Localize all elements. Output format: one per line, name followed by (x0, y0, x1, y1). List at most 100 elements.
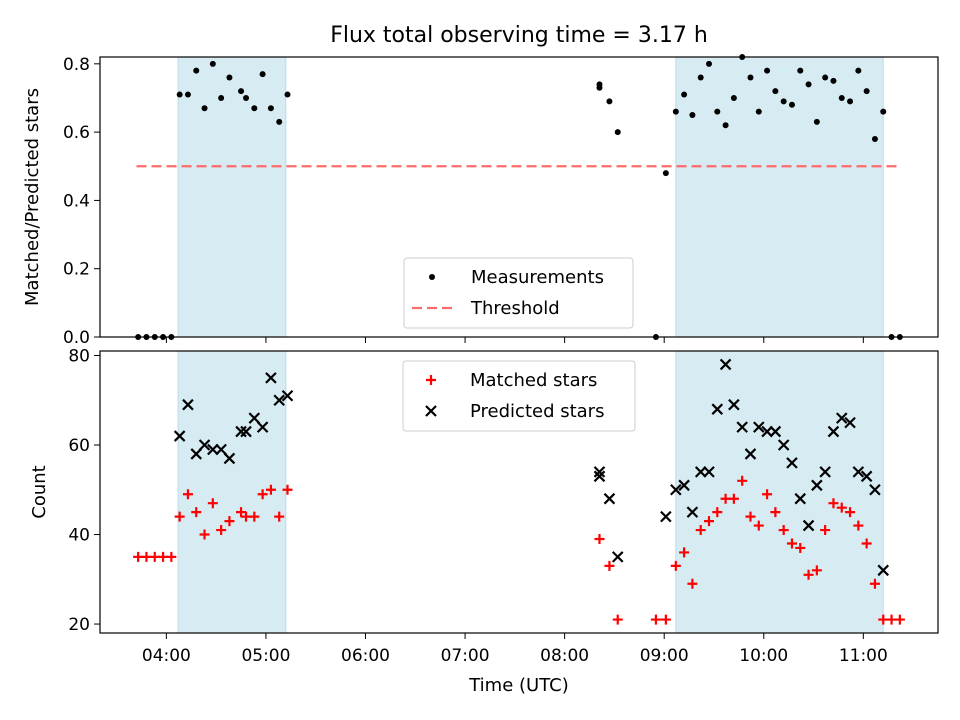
measurement-point (672, 108, 679, 115)
y-tick-label: 0.8 (63, 55, 90, 75)
measurement-point (847, 98, 854, 105)
legend-label: Threshold (470, 298, 560, 319)
matched-stars-point (728, 493, 739, 504)
predicted-stars-point (860, 470, 873, 483)
matched-stars-point (836, 502, 847, 513)
observing-window-span (177, 56, 287, 338)
predicted-stars-point (256, 421, 269, 433)
predicted-stars-point (811, 479, 823, 492)
predicted-stars-point (728, 398, 740, 411)
measurement-point (822, 74, 829, 81)
measurement-point (681, 91, 688, 98)
predicted-stars-point (761, 425, 773, 438)
matched-stars-point (861, 538, 872, 549)
measurement-point (276, 118, 283, 125)
measurement-point (267, 105, 274, 112)
legend: Measurements Threshold (403, 257, 634, 329)
y-tick-label: 60 (68, 436, 90, 456)
legend-label: Measurements (471, 267, 604, 288)
predicted-stars-point (719, 358, 732, 371)
measurement-point (614, 129, 621, 136)
matched-stars-point (224, 516, 235, 527)
measurement-point (805, 81, 812, 88)
measurement-point (284, 91, 291, 98)
measurement-point (606, 98, 613, 105)
matched-stars-point (745, 511, 756, 522)
measurement-point (880, 108, 887, 115)
predicted-stars-point (611, 551, 624, 563)
measurement-point (788, 101, 795, 108)
chart-title: Flux total observing time = 3.17 h (330, 23, 708, 48)
axes-frame (99, 56, 939, 338)
predicted-stars-point (786, 457, 798, 469)
matched-stars-point (803, 569, 814, 580)
x-tick-label: 05:00 (241, 646, 290, 666)
matched-stars-point (199, 529, 210, 540)
matched-stars-point (612, 614, 623, 625)
predicted-stars-point (603, 492, 616, 505)
matched-stars-point (712, 507, 723, 518)
measurement-point (238, 88, 245, 95)
bottom-y-axis-label: Count (29, 465, 50, 518)
legend-dot-icon (429, 274, 435, 280)
y-tick-label: 0.4 (63, 191, 90, 211)
predicted-stars-point (273, 394, 285, 407)
observing-window-span (177, 350, 287, 634)
matched-stars-point (257, 489, 268, 500)
matched-stars-point (679, 547, 690, 558)
predicted-stars-point (711, 403, 724, 415)
legend-box (402, 360, 636, 432)
matched-stars-point (174, 511, 185, 522)
measurement-point (697, 74, 704, 81)
predicted-stars-point (190, 448, 203, 460)
predicted-stars-point (223, 452, 236, 465)
matched-stars-point (166, 551, 177, 562)
measurement-point (706, 60, 713, 67)
matched-stars-point (786, 538, 797, 549)
legend-box (403, 257, 634, 329)
legend-x-icon (425, 405, 437, 417)
measurement-point (596, 81, 603, 88)
predicted-stars-point (281, 389, 294, 402)
predicted-stars-point (877, 564, 890, 577)
predicted-stars-point (827, 425, 840, 438)
matched-stars-point (670, 560, 681, 571)
x-tick-label: 06:00 (341, 646, 390, 666)
observing-window-span (675, 350, 884, 634)
predicted-stars-point (198, 439, 211, 451)
matched-stars-point (594, 534, 605, 544)
measurement-point (176, 91, 183, 98)
x-axis-label: Time (UTC) (468, 675, 569, 696)
matched-stars-point (249, 511, 260, 522)
matched-stars-point (695, 525, 706, 536)
y-tick-label: 0.0 (63, 328, 90, 348)
predicted-stars-point (694, 466, 707, 478)
predicted-stars-point (736, 421, 748, 433)
matched-stars-point (704, 516, 715, 527)
predicted-stars-point (844, 416, 856, 429)
matched-stars-point (894, 614, 905, 625)
predicted-stars-point (802, 519, 815, 532)
predicted-stars-point (215, 443, 227, 456)
matched-stars-point (845, 507, 856, 518)
matched-stars-point (687, 578, 698, 589)
predicted-stars-point (703, 466, 715, 478)
matched-stars-point (182, 489, 193, 500)
measurement-point (722, 122, 729, 129)
matched-stars-point (274, 511, 285, 522)
predicted-stars-point (240, 425, 252, 438)
predicted-stars-point (686, 506, 699, 518)
predicted-stars-point (753, 421, 765, 433)
predicted-stars-point (182, 398, 194, 411)
predicted-stars-point (794, 492, 807, 505)
predicted-stars-point (777, 439, 790, 451)
predicted-stars-point (593, 466, 606, 478)
measurement-point (218, 94, 225, 101)
measurement-point (730, 94, 737, 101)
y-tick-label: 0.6 (63, 123, 90, 143)
matched-stars-point (762, 489, 773, 500)
measurement-point (714, 108, 721, 115)
x-tick-label: 09:00 (640, 646, 689, 666)
matched-stars-point (216, 525, 227, 536)
measurement-point (863, 88, 870, 95)
